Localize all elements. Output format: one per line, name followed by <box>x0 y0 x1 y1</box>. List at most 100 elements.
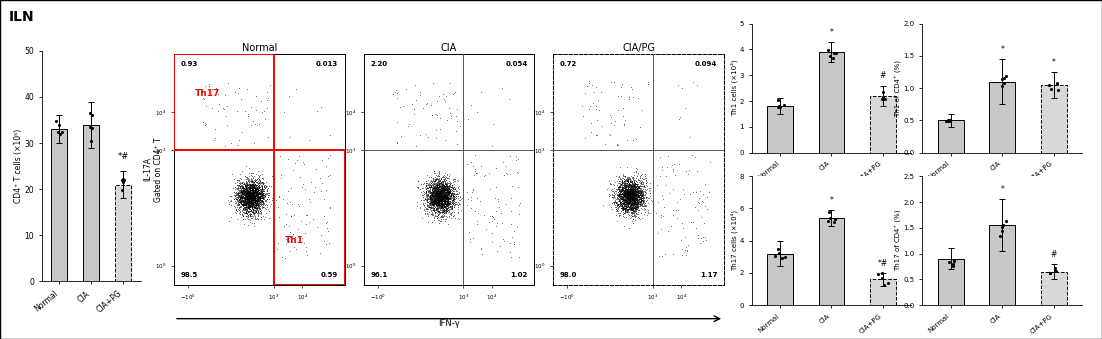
Point <box>231 192 249 198</box>
Point <box>635 196 652 201</box>
Point <box>439 201 456 206</box>
Point <box>625 196 642 201</box>
Point <box>624 197 641 203</box>
Point <box>250 174 268 180</box>
Point <box>629 192 647 197</box>
Point <box>618 186 636 192</box>
Point <box>251 187 269 192</box>
Point <box>622 189 639 195</box>
Point <box>615 198 633 203</box>
Point <box>626 201 644 206</box>
Point <box>430 192 447 197</box>
Point <box>618 204 636 210</box>
Point <box>622 200 639 206</box>
Point <box>433 201 451 206</box>
Point <box>424 185 442 190</box>
Point <box>658 183 676 188</box>
Point <box>413 193 431 198</box>
Point <box>249 184 267 189</box>
Point <box>248 189 266 194</box>
Point <box>234 199 251 204</box>
Point <box>241 201 259 207</box>
Point <box>426 201 444 206</box>
Point <box>627 196 645 201</box>
Point <box>246 184 263 190</box>
Point <box>194 95 212 101</box>
Point <box>237 196 255 201</box>
Point <box>415 197 433 202</box>
Point <box>641 194 659 199</box>
Text: 1.17: 1.17 <box>700 272 717 278</box>
Point <box>253 199 271 205</box>
Point <box>237 191 255 196</box>
Point <box>431 217 449 222</box>
Point <box>242 196 260 202</box>
Point <box>625 198 642 203</box>
Point <box>258 197 276 202</box>
Point <box>241 199 259 204</box>
Point <box>245 196 262 201</box>
Point <box>428 191 445 196</box>
Point <box>420 197 437 202</box>
Point <box>431 193 449 199</box>
Point <box>613 82 630 87</box>
Point <box>240 188 258 193</box>
Point <box>620 201 638 207</box>
Point <box>622 198 639 203</box>
Point <box>622 205 639 211</box>
Point <box>440 187 457 193</box>
Point <box>428 192 445 198</box>
Point <box>231 199 249 205</box>
Point <box>236 187 253 193</box>
Point <box>227 186 245 191</box>
Point <box>233 190 250 195</box>
Point <box>246 205 263 211</box>
Point <box>614 196 631 201</box>
Point <box>440 190 457 195</box>
Point <box>434 177 452 182</box>
Point <box>618 192 636 198</box>
Point <box>240 186 258 191</box>
Point <box>615 206 633 212</box>
Point <box>251 185 269 190</box>
Point <box>651 155 669 160</box>
Point <box>429 197 446 202</box>
Point <box>238 198 256 203</box>
Point <box>426 178 444 183</box>
Point <box>234 188 251 193</box>
Point <box>442 205 460 211</box>
Point <box>619 191 637 196</box>
Point <box>626 203 644 208</box>
Point <box>236 186 253 192</box>
Point <box>236 197 253 202</box>
Point <box>423 113 441 118</box>
Point <box>242 197 260 202</box>
Point <box>429 198 446 203</box>
Point <box>426 189 444 195</box>
Point <box>222 199 239 204</box>
Point <box>236 185 253 191</box>
Point <box>426 190 444 196</box>
Point <box>422 191 440 196</box>
Point <box>252 186 270 192</box>
Point <box>423 200 441 205</box>
Point <box>285 161 303 166</box>
Point <box>255 176 272 182</box>
Point <box>622 191 639 196</box>
Point <box>434 208 452 214</box>
Point <box>616 191 634 197</box>
Point <box>237 191 255 197</box>
Point <box>425 193 443 198</box>
Point <box>629 192 647 198</box>
Point <box>424 197 442 203</box>
Point <box>235 201 252 206</box>
Point <box>615 193 633 199</box>
Point <box>248 201 266 207</box>
Point <box>626 191 644 196</box>
Point <box>418 193 435 198</box>
Point <box>247 194 264 200</box>
Point <box>628 199 646 205</box>
Point <box>439 197 456 203</box>
Point <box>452 196 469 201</box>
Point <box>236 195 253 200</box>
